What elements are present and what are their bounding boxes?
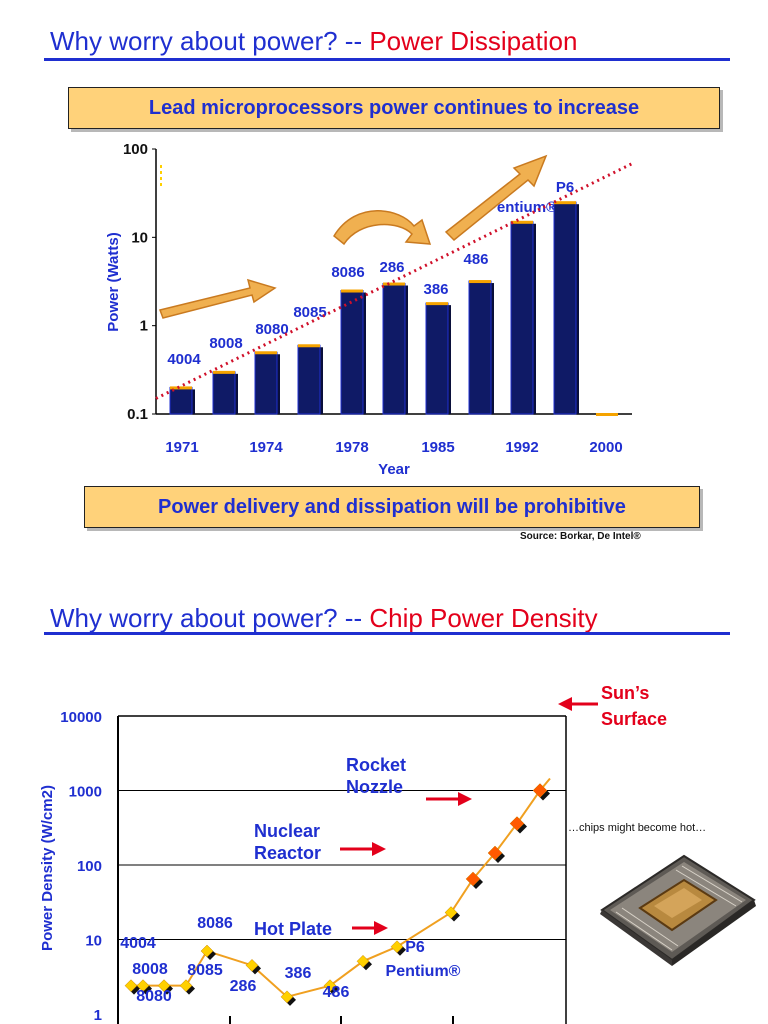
cpu-chip-image — [600, 854, 756, 966]
source-note: Source: Borkar, De Intel® — [520, 531, 641, 542]
data-marker — [323, 979, 337, 993]
nuclear-reactor-label: Nuclear Reactor — [254, 821, 322, 863]
slide1-banner-top: Lead microprocessors power continues to … — [68, 87, 720, 129]
bar-top — [341, 289, 363, 293]
slide1-title-main: Why worry about power? -- — [50, 26, 363, 56]
reactor-arrow-icon — [340, 842, 386, 856]
chart1-y-tick-label: 0.1 — [127, 406, 148, 423]
data-marker — [179, 979, 193, 993]
point-label: 8080 — [136, 988, 172, 1005]
chart1-y-axis-label: Power (Watts) — [105, 232, 122, 331]
bar-top — [383, 282, 405, 286]
slide2-title-underline — [44, 632, 730, 635]
data-marker — [487, 845, 503, 861]
point-label: 386 — [285, 965, 312, 982]
data-marker — [356, 954, 370, 968]
data-marker — [245, 958, 259, 972]
point-label: 4004 — [120, 935, 156, 952]
chart1-x-tick-label: 1971 — [165, 439, 198, 456]
chart2-y-tick-label: 100 — [77, 858, 102, 875]
chart2-y-tick-label: 10000 — [60, 709, 102, 726]
data-marker — [280, 990, 294, 1004]
chip-caption: …chips might become hot… — [568, 822, 707, 834]
bar-top — [596, 413, 618, 416]
data-marker — [157, 979, 171, 993]
bar-label: 486 — [463, 251, 488, 268]
bar-label: 386 — [423, 281, 448, 298]
point-label: 8008 — [132, 961, 168, 978]
bar-label: 8086 — [331, 264, 364, 281]
point-label: 486 — [323, 984, 350, 1001]
point-label: Pentium® — [386, 963, 461, 980]
point-label: 8086 — [197, 915, 233, 932]
bar-label: Pentium® — [487, 199, 557, 216]
bar-label: 286 — [379, 259, 404, 276]
chart1-y-tick-label: 10 — [131, 229, 148, 246]
chart2-y-tick-label: 1 — [94, 1007, 102, 1024]
bar-top — [298, 344, 320, 348]
data-marker — [200, 944, 214, 958]
hotplate-arrow-icon — [352, 921, 388, 935]
callout-arrows — [340, 697, 598, 935]
point-label: 8085 — [187, 962, 223, 979]
bar-label: P6 — [556, 179, 574, 196]
bar-top — [554, 201, 576, 205]
data-marker — [136, 979, 150, 993]
chart1-y-tick-label: 100 — [123, 141, 148, 158]
bar-top — [426, 302, 448, 306]
chart2-y-tick-label: 1000 — [69, 784, 102, 801]
bar-label: 4004 — [167, 351, 201, 368]
chart2-y-axis-label: Power Density (W/cm2) — [39, 785, 56, 951]
slide2-title: Why worry about power? -- Chip Power Den… — [50, 603, 598, 634]
slide1-title-accent: Power Dissipation — [369, 26, 578, 56]
rocket-nozzle-label: Rocket Nozzle — [346, 755, 407, 797]
bar-label: 8080 — [255, 321, 288, 338]
chart1-x-axis-label: Year — [378, 461, 410, 478]
suns-surface-label: Sun’s Surface — [601, 683, 668, 729]
chart1-x-tick-label: 1985 — [421, 439, 454, 456]
slide2-title-main: Why worry about power? -- — [50, 603, 363, 633]
chart1-y-tick-label: 1 — [140, 318, 148, 335]
point-label: P6 — [405, 939, 425, 956]
slide1-title: Why worry about power? -- Power Dissipat… — [50, 26, 577, 57]
chart1-x-tick-label: 1978 — [335, 439, 368, 456]
data-marker — [509, 816, 525, 831]
hot-plate-label: Hot Plate — [254, 919, 333, 939]
data-marker — [124, 979, 138, 993]
chart1-x-tick-label: 2000 — [589, 439, 622, 456]
density-line — [131, 777, 551, 998]
chart1-x-tick-label: 1974 — [249, 439, 283, 456]
slide1-banner-bottom: Power delivery and dissipation will be p… — [84, 486, 700, 528]
bar-top — [213, 370, 235, 374]
chart1-x-tick-label: 1992 — [505, 439, 538, 456]
sun-arrow-icon — [558, 697, 598, 711]
rocket-arrow-icon — [426, 792, 472, 806]
slide1-title-underline — [44, 58, 730, 61]
bar-top — [255, 351, 277, 355]
slide2-title-accent: Chip Power Density — [369, 603, 598, 633]
arrow-3-icon — [444, 154, 548, 242]
data-marker — [444, 906, 458, 919]
point-label: 286 — [230, 978, 257, 995]
arrow-1-icon — [159, 278, 277, 319]
bar-top — [170, 386, 192, 390]
data-marker — [532, 783, 548, 798]
bar-label: 8008 — [209, 335, 242, 352]
data-marker — [465, 871, 481, 887]
trend-line — [155, 161, 635, 400]
bar-top — [469, 280, 491, 284]
data-marker — [390, 940, 404, 954]
bar-top — [511, 220, 533, 224]
chart2-y-tick-label: 10 — [85, 933, 102, 950]
arrow-2-icon — [333, 210, 432, 246]
